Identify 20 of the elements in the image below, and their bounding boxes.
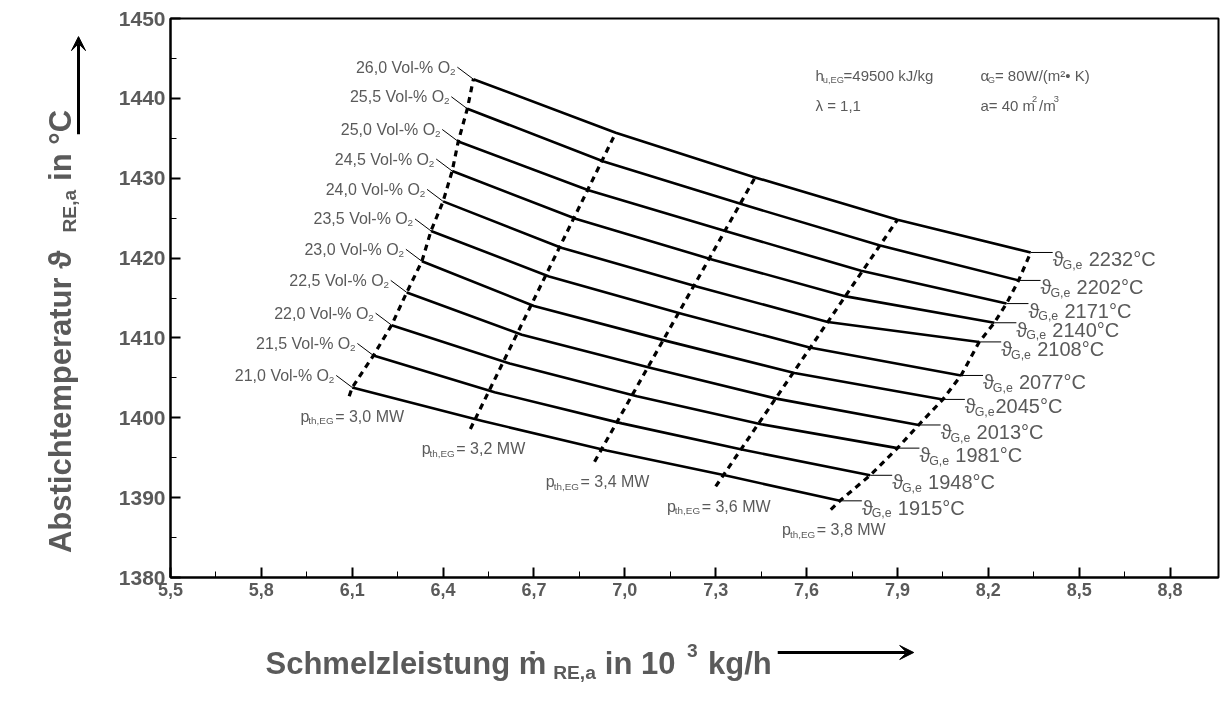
y-tick-label: 1390 [118, 485, 166, 509]
x-tick-label: 7,9 [884, 579, 910, 600]
x-tick-label: 5,8 [248, 579, 274, 600]
y-tick-label: 1400 [118, 405, 166, 429]
x-tick-label: 8,8 [1157, 579, 1183, 600]
y-tick-label: 1430 [118, 166, 166, 190]
x-tick-label: 8,5 [1066, 579, 1092, 600]
x-tick-label: 7,3 [703, 579, 729, 600]
annotation: λ = 1,1 [815, 97, 861, 114]
x-tick-label: 6,7 [521, 579, 547, 600]
y-tick-label: 1420 [118, 246, 166, 270]
x-tick-label: 8,2 [975, 579, 1001, 600]
y-tick-label: 1450 [118, 6, 166, 30]
y-axis-title: Abstichtemperatur ϑ RE,a in °C [43, 109, 80, 554]
y-tick-label: 1410 [118, 325, 166, 349]
x-tick-label: 6,4 [430, 579, 456, 600]
x-tick-label: 6,1 [339, 579, 365, 600]
x-tick-label: 7,6 [794, 579, 820, 600]
y-tick-label: 1440 [118, 86, 166, 110]
x-tick-label: 7,0 [612, 579, 638, 600]
